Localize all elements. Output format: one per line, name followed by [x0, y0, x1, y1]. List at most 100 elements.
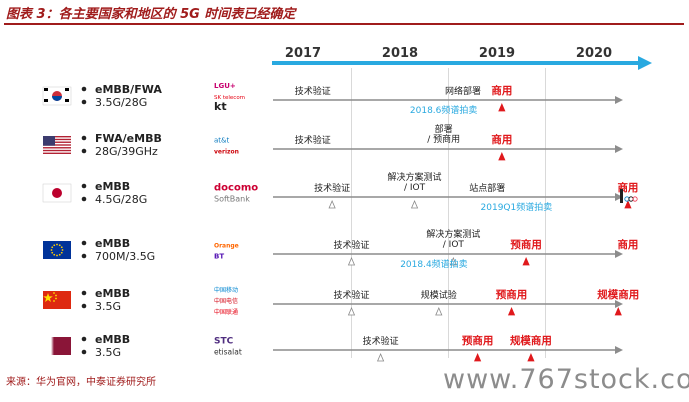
- flag-star: [58, 253, 61, 256]
- region-spec-text: 4.5G/28G: [95, 193, 147, 206]
- flag-stripe: [43, 136, 71, 138]
- carrier-logo: kt: [214, 100, 227, 113]
- bullet-dot: [81, 196, 87, 202]
- event-label: 技术验证: [333, 239, 369, 251]
- bullet-dot: [81, 86, 87, 92]
- carrier-logo: Orange: [214, 243, 239, 250]
- event-marker: [376, 352, 385, 362]
- source-note: 来源：华为官网，中泰证券研究所: [6, 377, 156, 388]
- carrier-logo: SoftBank: [214, 195, 250, 204]
- region-track-head: [615, 300, 623, 308]
- event-marker: [614, 306, 622, 316]
- flag-star: [60, 251, 63, 254]
- carrier-logo: etisalat: [214, 348, 242, 357]
- bullet-dot: [81, 148, 87, 154]
- bullet-dot: [81, 135, 87, 141]
- region-spec-text: FWA/eMBB: [95, 132, 162, 145]
- event-label-blue: 2018.6频谱拍卖: [410, 104, 478, 116]
- event-label: / 预商用: [427, 133, 460, 145]
- year-label: 2020: [576, 46, 612, 61]
- bullet-dot: [81, 290, 87, 296]
- flag-star: [50, 249, 53, 251]
- event-marker: [347, 306, 356, 316]
- region-spec-text: 3.5G/28G: [95, 96, 147, 109]
- bullet-dot: [81, 336, 87, 342]
- flag-small-star: [53, 300, 55, 302]
- flag-star: [60, 246, 63, 249]
- flag-small-star: [55, 294, 57, 297]
- flag-stripe: [43, 147, 71, 149]
- olympic-ring: [624, 196, 630, 202]
- japan-flag: [42, 183, 72, 203]
- olympic-ring: [628, 196, 634, 202]
- event-marker: [328, 199, 336, 209]
- event-marker: [435, 306, 443, 316]
- event-label: / IOT: [443, 240, 465, 250]
- flag-star: [56, 243, 58, 246]
- region-spec-text: eMBB: [95, 287, 130, 300]
- event-marker: [347, 256, 356, 266]
- flag-small-star: [53, 292, 55, 294]
- event-marker: [498, 102, 506, 112]
- bullet-dot: [81, 240, 87, 246]
- title-divider: [4, 23, 684, 25]
- event-marker: [498, 151, 506, 161]
- event-label-red: 商用: [491, 84, 512, 97]
- event-label-red: 预商用: [462, 334, 494, 347]
- flag-field: [43, 241, 71, 259]
- flag-field: [43, 291, 71, 309]
- qatar-flag: [43, 337, 71, 355]
- carrier-logo: STC: [214, 337, 234, 347]
- bullet-dot: [81, 253, 87, 259]
- bullet-dot: [81, 303, 87, 309]
- region-spec-text: eMBB: [95, 180, 130, 193]
- year-label: 2019: [479, 46, 515, 61]
- event-label-red: 预商用: [510, 238, 542, 251]
- event-marker: [522, 256, 530, 266]
- region-spec-text: eMBB/FWA: [95, 83, 162, 96]
- event-marker: [624, 199, 632, 209]
- region-spec-text: 28G/39GHz: [95, 145, 158, 158]
- flag-star: [51, 246, 54, 249]
- event-marker: [507, 306, 516, 316]
- flag-stripe: [43, 144, 71, 146]
- region-track-head: [615, 145, 623, 153]
- flag-star: [43, 293, 53, 302]
- carrier-logo: 中国移动: [214, 286, 238, 294]
- taeguk-bottom: [52, 96, 62, 101]
- flag-star: [56, 254, 58, 257]
- carrier-logo: 中国联通: [214, 308, 238, 316]
- trigram: [65, 99, 69, 102]
- bullet-dot: [81, 349, 87, 355]
- event-label-red: 规模商用: [597, 288, 639, 301]
- region-track-head: [615, 193, 623, 201]
- flag-star: [53, 253, 56, 256]
- event-label: 技术验证: [333, 289, 369, 301]
- event-label: 部署: [435, 123, 453, 135]
- event-label-blue: 2018.4频谱拍卖: [400, 258, 468, 270]
- china-flag: [43, 291, 71, 309]
- trigram: [65, 88, 69, 91]
- eu-flag: [43, 241, 71, 259]
- olympics-torch: [620, 189, 623, 203]
- flag-stripe: [43, 138, 71, 141]
- flag-small-star: [55, 297, 57, 300]
- event-label-red: 商用: [617, 238, 638, 251]
- region-track-head: [615, 96, 623, 104]
- event-label: 网络部署: [445, 85, 481, 97]
- flag-star: [58, 244, 61, 247]
- region-track-head: [615, 250, 623, 258]
- flag-stripe: [43, 141, 71, 143]
- flag-sun: [52, 188, 62, 198]
- event-label: 解决方案测试: [388, 171, 442, 183]
- olympic-ring: [632, 196, 638, 202]
- event-label: 技术验证: [314, 182, 350, 194]
- bullet-dot: [81, 99, 87, 105]
- event-label-red: 预商用: [496, 288, 528, 301]
- event-label: / IOT: [404, 183, 426, 193]
- event-marker: [410, 199, 419, 209]
- region-spec-text: 3.5G: [95, 300, 121, 313]
- carrier-logo: docomo: [214, 183, 258, 194]
